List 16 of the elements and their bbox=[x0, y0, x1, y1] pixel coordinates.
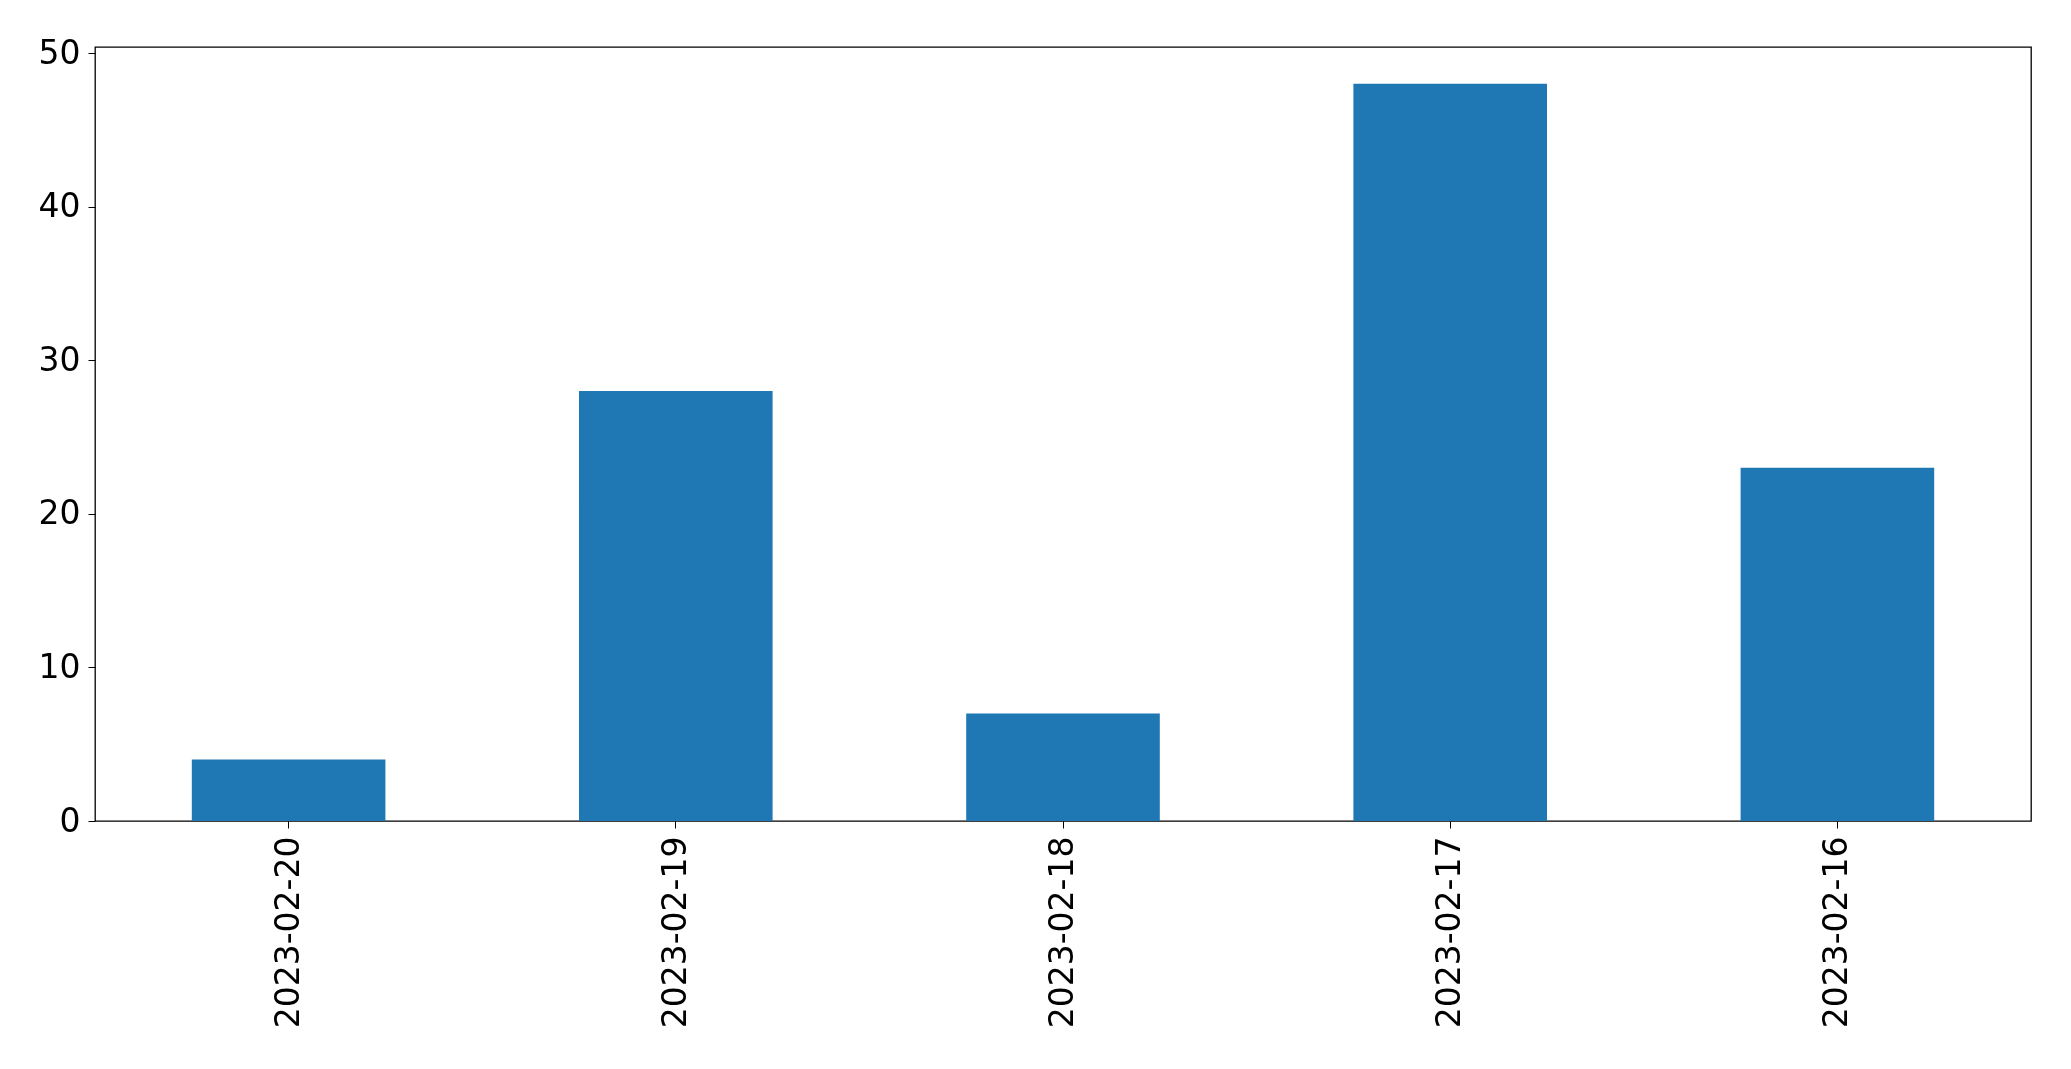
y-tick-label: 50 bbox=[38, 32, 81, 72]
y-tick-label: 0 bbox=[59, 800, 81, 840]
bar bbox=[579, 391, 773, 821]
bar bbox=[1740, 467, 1935, 821]
y-tick-label: 40 bbox=[38, 186, 81, 226]
y-tick-label: 20 bbox=[38, 493, 81, 533]
y-tick-label: 10 bbox=[38, 646, 81, 686]
bar bbox=[966, 713, 1160, 821]
x-tick-label: 2023-02-19 bbox=[654, 836, 694, 1029]
y-tick-label: 30 bbox=[38, 339, 81, 379]
bar bbox=[191, 759, 386, 821]
x-tick-label: 2023-02-16 bbox=[1816, 836, 1856, 1029]
bar bbox=[1353, 83, 1547, 821]
x-tick-label: 2023-02-20 bbox=[267, 836, 307, 1029]
x-tick-label: 2023-02-18 bbox=[1042, 836, 1081, 1029]
x-tick-label: 2023-02-17 bbox=[1429, 836, 1469, 1029]
